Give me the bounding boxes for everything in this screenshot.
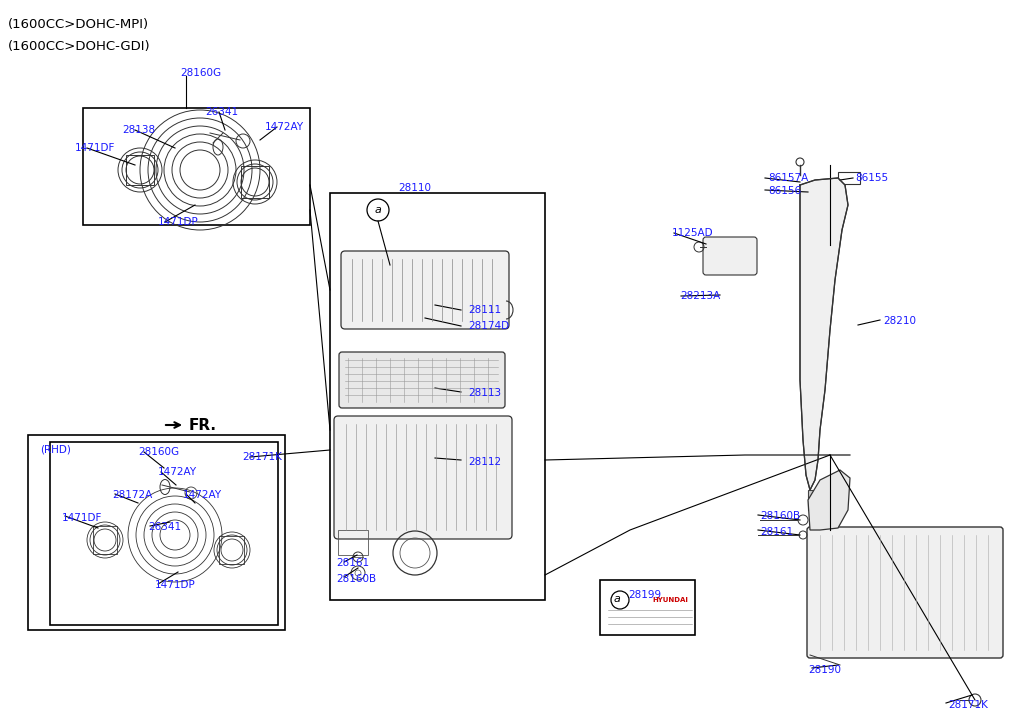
Text: a: a: [614, 594, 621, 604]
Text: (1600CC>DOHC-MPI): (1600CC>DOHC-MPI): [8, 18, 149, 31]
Text: 28199: 28199: [628, 590, 661, 600]
Text: 26341: 26341: [205, 107, 239, 117]
Bar: [93, 526, 117, 554]
Bar: [330, 193, 545, 600]
FancyBboxPatch shape: [703, 237, 757, 275]
Bar: [241, 166, 269, 198]
Text: 28213A: 28213A: [680, 291, 720, 301]
FancyBboxPatch shape: [341, 251, 509, 329]
Text: 28190: 28190: [808, 665, 841, 675]
Text: 28161: 28161: [336, 558, 369, 568]
Bar: [28, 435, 285, 630]
FancyBboxPatch shape: [807, 527, 1003, 658]
Text: 28161: 28161: [760, 527, 793, 537]
Polygon shape: [800, 178, 848, 490]
Text: 86157A: 86157A: [768, 173, 808, 183]
Text: 1472AY: 1472AY: [158, 467, 197, 477]
Text: (RHD): (RHD): [40, 445, 71, 455]
Text: 28160G: 28160G: [180, 68, 221, 78]
Text: 28160G: 28160G: [138, 447, 179, 457]
Text: 28112: 28112: [468, 457, 501, 467]
Text: 28113: 28113: [468, 388, 501, 398]
Text: 28111: 28111: [468, 305, 501, 315]
Text: 1471DF: 1471DF: [62, 513, 102, 523]
Bar: [83, 108, 310, 225]
Text: (1600CC>DOHC-GDI): (1600CC>DOHC-GDI): [8, 40, 151, 53]
FancyBboxPatch shape: [334, 416, 512, 539]
Bar: [338, 530, 368, 555]
Text: 86156: 86156: [768, 186, 802, 196]
Text: 1125AD: 1125AD: [672, 228, 714, 238]
Bar: [50, 442, 278, 625]
Polygon shape: [808, 470, 850, 530]
Text: 28160B: 28160B: [336, 574, 376, 584]
Text: 26341: 26341: [148, 522, 181, 532]
Text: 1471DF: 1471DF: [75, 143, 116, 153]
Text: 28171K: 28171K: [242, 452, 282, 462]
Text: 28110: 28110: [398, 183, 431, 193]
Text: a: a: [375, 205, 381, 215]
Text: 28174D: 28174D: [468, 321, 509, 331]
Text: 1471DP: 1471DP: [155, 580, 195, 590]
Text: 28160B: 28160B: [760, 511, 801, 521]
Text: 86155: 86155: [855, 173, 888, 183]
Text: HYUNDAI: HYUNDAI: [652, 597, 688, 603]
Text: FR.: FR.: [189, 419, 217, 433]
Bar: [838, 172, 860, 184]
Bar: [219, 536, 244, 564]
Text: 28172A: 28172A: [112, 490, 152, 500]
Text: 28210: 28210: [883, 316, 916, 326]
Bar: [808, 490, 828, 510]
FancyBboxPatch shape: [339, 352, 505, 408]
Text: 1472AY: 1472AY: [265, 122, 304, 132]
Text: 1472AY: 1472AY: [183, 490, 222, 500]
Bar: [126, 155, 154, 185]
Text: 28171K: 28171K: [948, 700, 988, 710]
Text: 28138: 28138: [122, 125, 155, 135]
Bar: [600, 580, 695, 635]
Text: 1471DP: 1471DP: [158, 217, 198, 227]
